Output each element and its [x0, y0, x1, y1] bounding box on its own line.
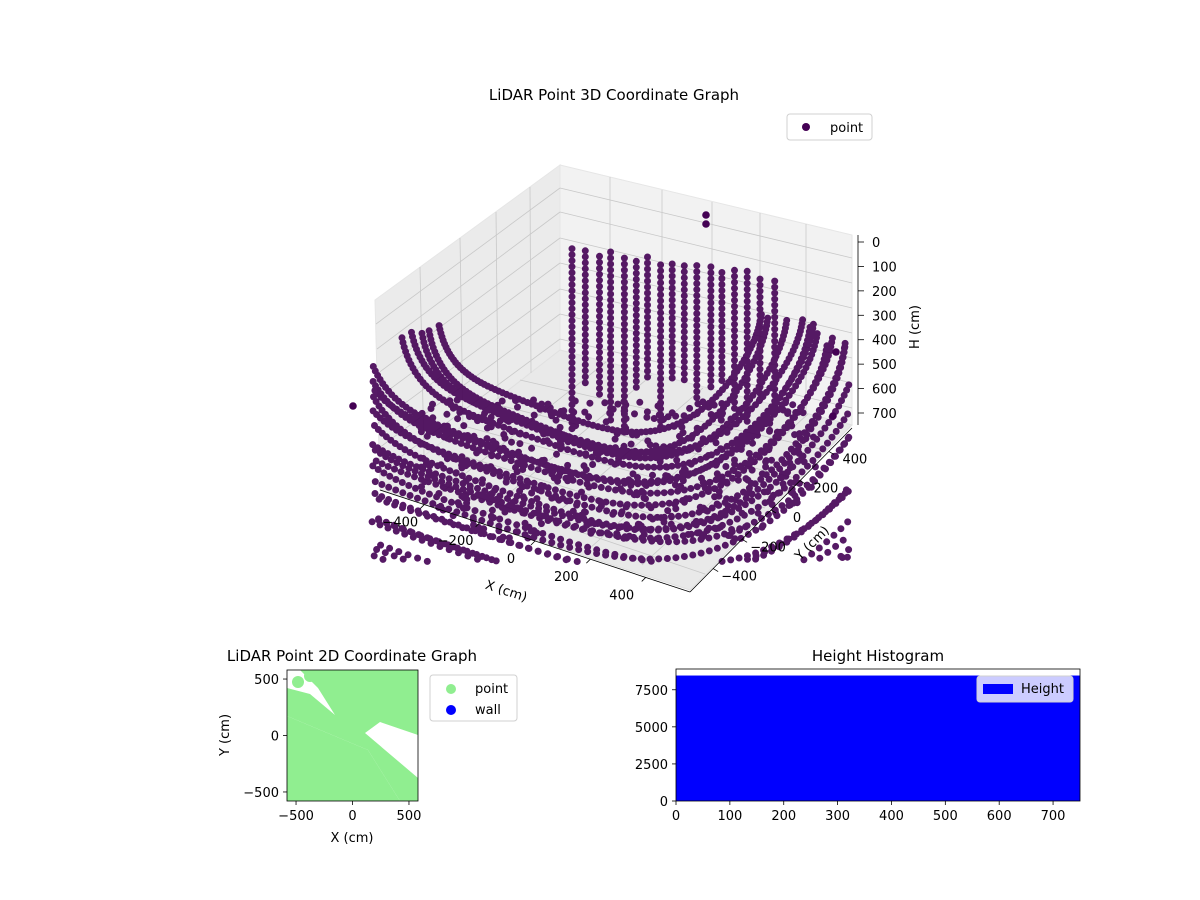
histogram-title: Height Histogram	[812, 647, 944, 665]
y-ticks-2d: −500 0 500	[243, 673, 287, 801]
x-tick-3d	[641, 577, 646, 582]
x-tick-label-3d: 0	[507, 552, 515, 567]
y-tick-3d	[741, 538, 748, 543]
z-axis-label-3d: H (cm)	[908, 305, 923, 349]
z-tick-label-3d: 0	[872, 236, 880, 251]
z-ticks-3d: 0 100 200 300 400 500 600 700	[858, 236, 897, 422]
outlier-point	[702, 220, 710, 228]
x-tick-label-3d: 400	[609, 588, 634, 603]
x-tick-label-histogram: 100	[717, 809, 742, 824]
y-ticks-histogram: 0 2500 5000 7500	[635, 684, 676, 810]
outlier-point	[832, 348, 840, 356]
x-axis-label-3d: X (cm)	[483, 578, 529, 606]
y-tick-3d	[828, 451, 835, 455]
x-tick-3d	[530, 540, 536, 546]
legend-3d-box	[786, 113, 873, 141]
x-tick-3d	[475, 522, 480, 528]
outlier-point	[349, 402, 357, 410]
legend-histogram-swatch	[983, 684, 1013, 694]
legend-2d-label-point: point	[475, 682, 508, 697]
x-tick-label-2d: 0	[348, 809, 356, 824]
x-tick-label-3d: −400	[382, 516, 418, 531]
chart-histogram: Height Histogram 0 100 200 300 400 500 600 700 …	[635, 647, 1081, 824]
y-tick-label-3d: 0	[793, 511, 801, 526]
point-blob	[406, 698, 418, 710]
x-tick-label-histogram: 400	[879, 809, 904, 824]
legend-3d-label: point	[830, 121, 863, 136]
point-blob	[400, 684, 412, 696]
x-tick-label-histogram: 0	[672, 809, 680, 824]
legend-2d-label-wall: wall	[475, 703, 501, 718]
y-tick-label-3d: 400	[842, 452, 867, 467]
legend-2d-marker-wall	[446, 705, 456, 715]
y-tick-label-histogram: 2500	[635, 758, 668, 773]
legend-histogram-label: Height	[1021, 682, 1064, 697]
y-tick-3d	[712, 568, 719, 572]
y-axis-label-2d: Y (cm)	[218, 714, 233, 757]
y-tick-3d	[770, 509, 777, 514]
x-tick-label-histogram: 200	[771, 809, 796, 824]
chart-2d-points	[287, 670, 418, 801]
point-blob	[304, 670, 316, 682]
point-cloud	[349, 211, 853, 565]
point-blob	[292, 676, 304, 688]
outlier-point	[829, 412, 837, 420]
y-tick-label-2d: 0	[271, 730, 279, 745]
histogram-frame	[675, 668, 1081, 802]
point-cloud-marks	[368, 245, 853, 565]
y-tick-label-histogram: 7500	[635, 684, 668, 699]
x-tick-label-2d: 500	[397, 809, 422, 824]
legend-2d: point wall	[429, 674, 518, 722]
x-tick-3d	[420, 504, 425, 509]
legend-histogram: Height	[976, 675, 1074, 703]
y-tick-label-3d: 200	[814, 482, 839, 497]
x-tick-label-histogram: 300	[825, 809, 850, 824]
x-axis-label-2d: X (cm)	[331, 831, 374, 846]
y-tick-label-2d: −500	[243, 786, 279, 801]
legend-2d-marker-point	[446, 684, 456, 694]
y-tick-label-3d: −200	[750, 540, 786, 555]
y-tick-label-histogram: 5000	[635, 721, 668, 736]
legend-3d-marker	[802, 123, 810, 131]
chart-2d: LiDAR Point 2D Coordinate Graph −500 0 500…	[218, 647, 518, 846]
x-tick-label-histogram: 600	[987, 809, 1012, 824]
y-tick-3d	[799, 480, 806, 485]
chart-2d-title: LiDAR Point 2D Coordinate Graph	[227, 647, 477, 665]
y-tick-label-3d: −400	[721, 570, 757, 585]
x-ticks-2d: −500 0 500	[278, 801, 421, 824]
legend-3d: point	[786, 113, 873, 141]
x-ticks-3d: −400 −200 0 200 400	[382, 504, 646, 603]
z-tick-label-3d: 400	[872, 334, 897, 349]
z-tick-label-3d: 100	[872, 260, 897, 275]
z-tick-label-3d: 600	[872, 383, 897, 398]
point-region-lower	[287, 716, 400, 801]
x-tick-label-3d: −200	[438, 534, 474, 549]
x-ticks-histogram: 0 100 200 300 400 500 600 700	[672, 801, 1066, 824]
x-tick-3d	[586, 558, 591, 564]
z-tick-label-3d: 500	[872, 358, 897, 373]
z-tick-label-3d: 700	[872, 407, 897, 422]
chart-3d: LiDAR Point 3D Coordinate Graph	[349, 86, 923, 605]
point-region-upper	[287, 670, 418, 801]
z-tick-label-3d: 200	[872, 285, 897, 300]
outlier-point	[702, 211, 710, 219]
y-tick-label-2d: 500	[254, 673, 279, 688]
chart-3d-title: LiDAR Point 3D Coordinate Graph	[489, 86, 739, 104]
z-tick-label-3d: 300	[872, 309, 897, 324]
point-blob	[405, 713, 415, 723]
x-tick-label-2d: −500	[278, 809, 314, 824]
y-tick-label-histogram: 0	[660, 795, 668, 810]
x-tick-label-3d: 200	[554, 570, 579, 585]
x-tick-label-histogram: 700	[1041, 809, 1066, 824]
x-tick-label-histogram: 500	[933, 809, 958, 824]
legend-histogram-box	[976, 675, 1074, 703]
